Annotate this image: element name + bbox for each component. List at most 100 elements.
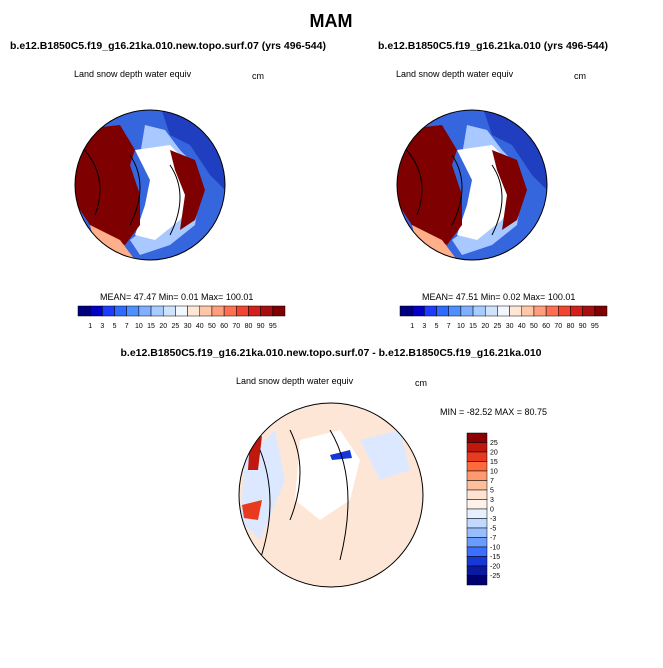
colorbar-label: 5 (490, 488, 494, 495)
colorbar-box (175, 305, 188, 317)
colorbar-label: 3 (490, 497, 494, 504)
colorbar-box (89, 305, 103, 317)
colorbar-label: 95 (269, 323, 277, 330)
stats: MEAN= 47.51 Min= 0.02 Max= 100.01 (422, 292, 575, 302)
units-label: cm (415, 378, 427, 388)
colorbar-label: 25 (490, 440, 498, 447)
colorbar-box (236, 305, 249, 317)
map-border (238, 402, 424, 588)
colorbar-box (594, 305, 608, 317)
colorbar-box (399, 305, 413, 317)
colorbar-label: 7 (125, 323, 129, 330)
colorbar-box (436, 305, 449, 317)
colorbar-label: 7 (490, 478, 494, 485)
colorbar-label: 60 (542, 323, 550, 330)
colorbar-label: 30 (184, 323, 192, 330)
colorbar-label: 20 (159, 323, 167, 330)
colorbar-box (466, 537, 488, 548)
colorbar-label: 1 (88, 323, 92, 330)
colorbar-label: 10 (135, 323, 143, 330)
colorbar-label: 20 (481, 323, 489, 330)
colorbar-label: 80 (245, 323, 253, 330)
colorbar-box (466, 508, 488, 519)
map-border (396, 109, 548, 261)
map-border (74, 109, 226, 261)
colorbar-label: -3 (490, 516, 496, 523)
colorbar-box (211, 305, 225, 317)
colorbar-box (545, 305, 559, 317)
colorbar-label: 90 (579, 323, 587, 330)
colorbar-label: 10 (457, 323, 465, 330)
colorbar-box (102, 305, 115, 317)
map (239, 403, 423, 587)
colorbar-label: 15 (490, 459, 498, 466)
colorbar-label: 7 (447, 323, 451, 330)
colorbar-box (466, 499, 488, 510)
colorbar-box (466, 565, 488, 576)
colorbar-box (582, 305, 596, 317)
colorbar-label: -5 (490, 526, 496, 533)
units-label: cm (252, 71, 264, 81)
colorbar-label: 40 (196, 323, 204, 330)
colorbar-label: 25 (172, 323, 180, 330)
colorbar-label: 0 (490, 507, 494, 514)
variable-label: Land snow depth water equiv (396, 69, 514, 79)
colorbar-label: 10 (490, 469, 498, 476)
colorbar-label: -25 (490, 573, 500, 580)
panel-title: b.e12.B1850C5.f19_g16.21ka.010.new.topo.… (120, 347, 541, 359)
colorbar-box (558, 305, 571, 317)
panel-title: b.e12.B1850C5.f19_g16.21ka.010 (yrs 496-… (378, 40, 608, 52)
colorbar-label: 70 (232, 323, 240, 330)
colorbar-box (411, 305, 425, 317)
colorbar-box (248, 305, 261, 317)
colorbar-box (509, 305, 523, 317)
colorbar-box (138, 305, 152, 317)
colorbar-label: -10 (490, 545, 500, 552)
colorbar-box (466, 461, 488, 472)
colorbar-box (199, 305, 213, 317)
colorbar-box (466, 432, 488, 443)
colorbar-box (466, 527, 488, 538)
colorbar-box (466, 489, 488, 500)
colorbar-label: 1 (410, 323, 414, 330)
colorbar-label: -15 (490, 554, 500, 561)
colorbar-box (484, 305, 498, 317)
colorbar-label: 30 (506, 323, 514, 330)
colorbar-box (533, 305, 547, 317)
colorbar-label: 3 (100, 323, 104, 330)
colorbar-label: 3 (422, 323, 426, 330)
colorbar-box (466, 442, 488, 453)
colorbar-label: 5 (435, 323, 439, 330)
colorbar-label: 80 (567, 323, 575, 330)
colorbar-label: 40 (518, 323, 526, 330)
colorbar-label: 15 (469, 323, 477, 330)
colorbar-box (466, 546, 488, 557)
colorbar-box (466, 451, 488, 462)
colorbar-box (472, 305, 486, 317)
colorbar-box (223, 305, 237, 317)
colorbar-box (150, 305, 164, 317)
colorbar-label: 90 (257, 323, 265, 330)
variable-label: Land snow depth water equiv (74, 69, 192, 79)
colorbar-label: 25 (494, 323, 502, 330)
colorbar-box (466, 556, 488, 567)
colorbar-box (187, 305, 201, 317)
colorbar-box (272, 305, 286, 317)
variable-label: Land snow depth water equiv (236, 376, 354, 386)
colorbar-box (126, 305, 140, 317)
panel-title: b.e12.B1850C5.f19_g16.21ka.010.new.topo.… (10, 40, 326, 52)
stats: MEAN= 47.47 Min= 0.01 Max= 100.01 (100, 292, 253, 302)
colorbar-box (570, 305, 583, 317)
colorbar-box (162, 305, 176, 317)
colorbar-box (466, 575, 488, 586)
map (75, 110, 225, 260)
colorbar-box (460, 305, 474, 317)
colorbar-box (497, 305, 510, 317)
colorbar-label: 20 (490, 450, 498, 457)
colorbar-box (466, 480, 488, 491)
colorbar-box (77, 305, 91, 317)
colorbar-label: 70 (554, 323, 562, 330)
colorbar-label: -20 (490, 564, 500, 571)
colorbar-box (521, 305, 535, 317)
